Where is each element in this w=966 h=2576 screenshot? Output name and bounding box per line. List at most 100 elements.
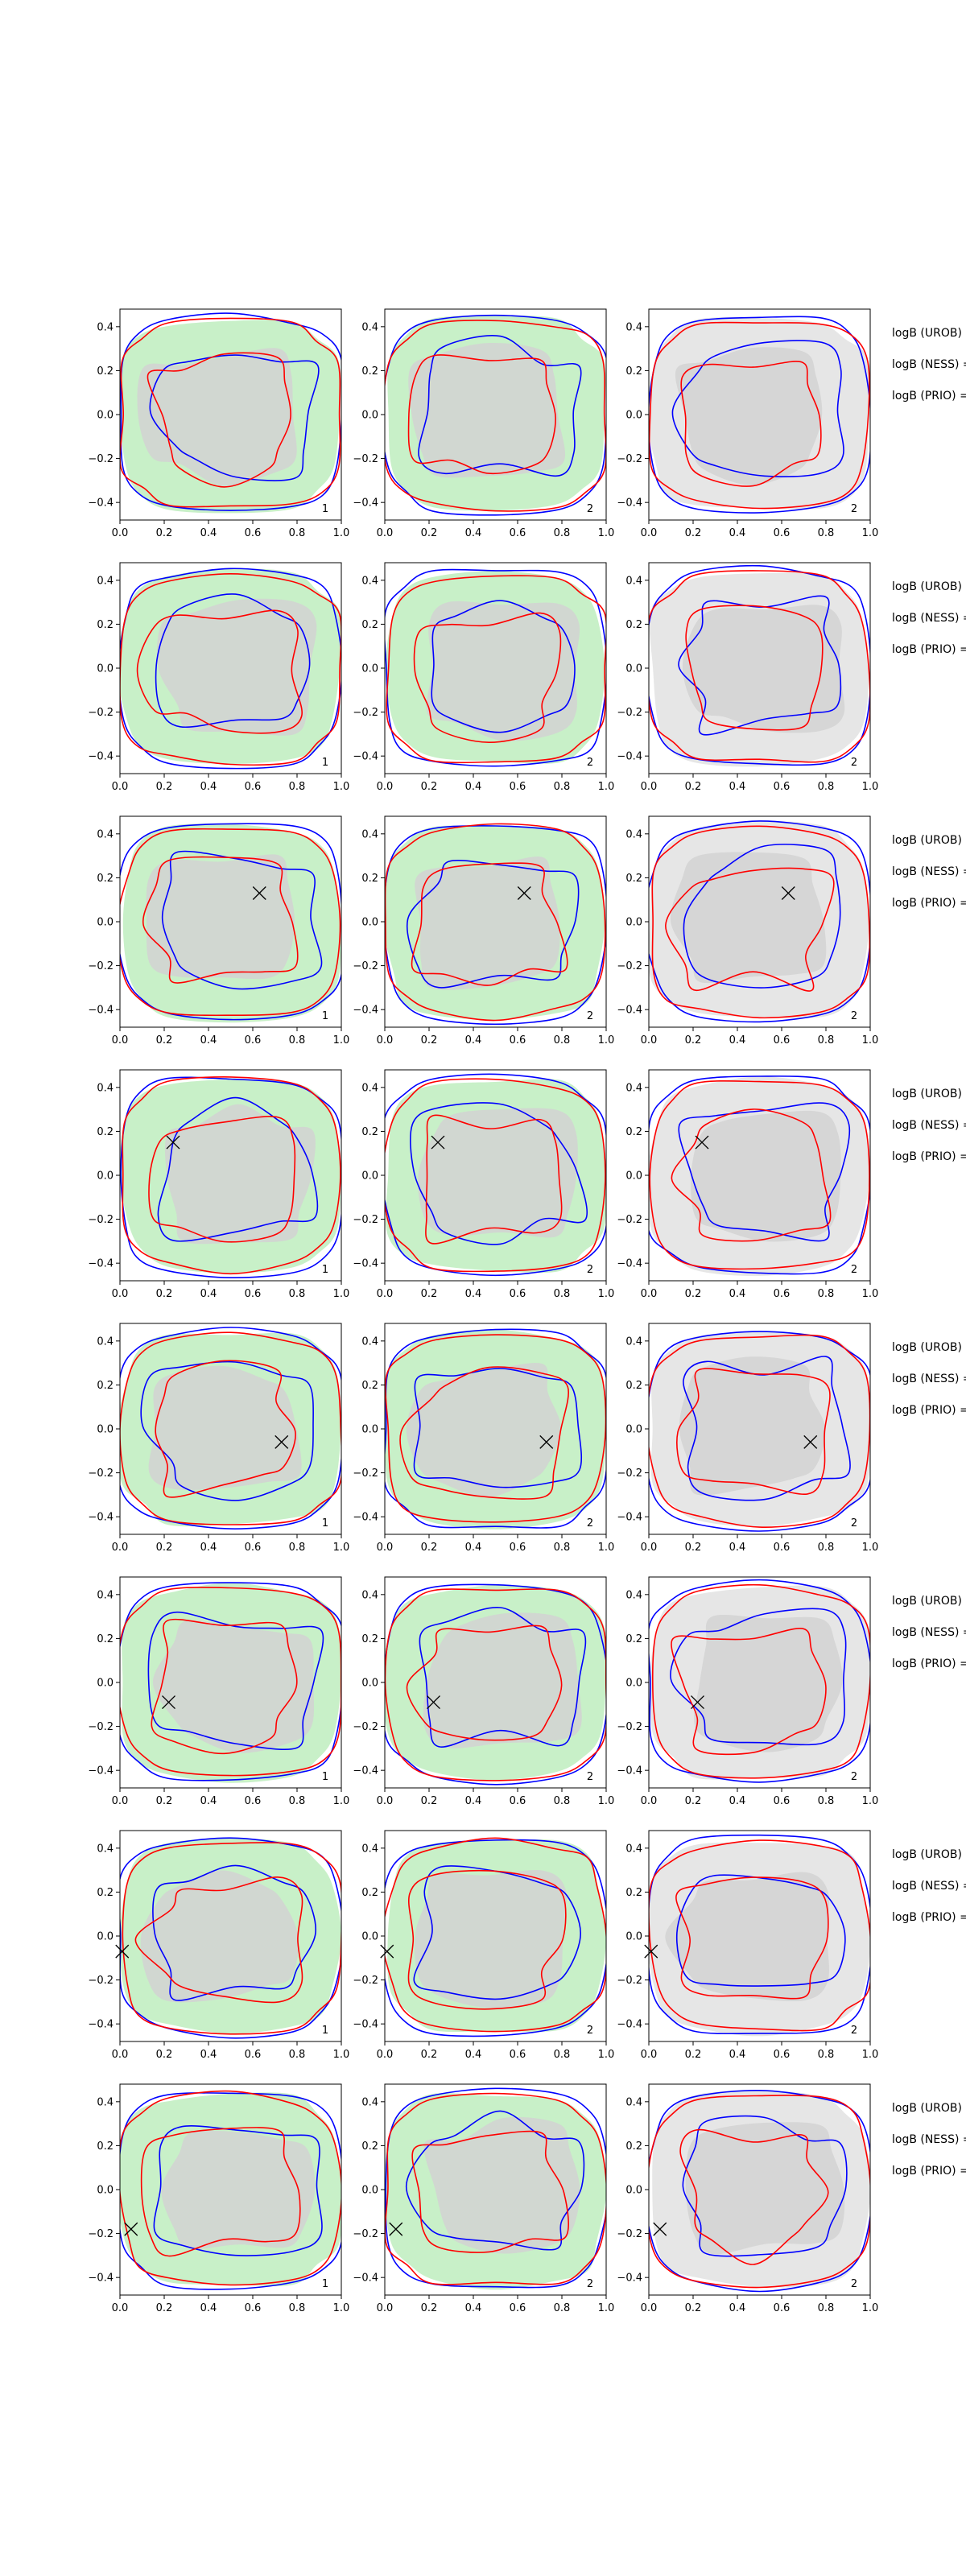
x-tick-label: 0.6 (510, 1542, 526, 1554)
inner-density-fill (691, 1110, 841, 1242)
panel-index-label: 2 (851, 2278, 857, 2290)
x-tick-label: 0.4 (729, 1795, 746, 1807)
red-inner-contour (675, 1876, 829, 2000)
logb-label: logB (NESS) = (892, 1880, 966, 1893)
x-tick-label: 0.8 (289, 2302, 306, 2314)
x-tick-label: 0.4 (465, 2302, 482, 2314)
blue-inner-contour (431, 600, 576, 733)
red-inner-contour (671, 1628, 827, 1756)
x-tick-label: 1.0 (862, 2302, 879, 2314)
panel-r2-c2: 0.0 0.2 0.4 0.6 0.8 1.0 0.4 0.2 0.0 −0.2 −0.4 2 (353, 562, 615, 793)
x-tick-label: 0.0 (112, 2302, 129, 2314)
y-tick-label: 0.0 (97, 410, 114, 422)
y-tick-label: −0.4 (617, 2019, 642, 2031)
y-tick-label: −0.4 (88, 2273, 114, 2285)
x-tick-label: 0.2 (156, 2302, 173, 2314)
red-outer-contour (120, 1331, 341, 1525)
red-outer-contour (385, 1334, 606, 1523)
inner-density-fill (665, 1872, 829, 2002)
y-tick-label: 0.0 (361, 1931, 378, 1943)
inner-density-fill (414, 1869, 568, 2008)
x-tick-label: 0.4 (465, 781, 482, 793)
marker-stroke (517, 886, 531, 900)
marker-stroke (644, 1944, 658, 1959)
y-tick-label: 0.0 (97, 1170, 114, 1183)
panel-r6-c3: 0.0 0.2 0.4 0.6 0.8 1.0 0.4 0.2 0.0 −0.2 −0.4 2 logB… (617, 1576, 966, 1807)
y-tick-label: 0.0 (361, 917, 378, 929)
red-outer-contour (649, 1334, 870, 1528)
red-inner-contour (671, 1108, 832, 1242)
x-tick-label: 0.2 (156, 781, 173, 793)
y-tick-label: 0.0 (97, 2185, 114, 2197)
marker-stroke (115, 1944, 130, 1959)
panel-index-label: 1 (322, 503, 328, 515)
panel-r8-c2: 0.0 0.2 0.4 0.6 0.8 1.0 0.4 0.2 0.0 −0.2 −0.4 2 (353, 2083, 614, 2314)
logb-label: logB (NESS) = (892, 612, 966, 625)
logb-label: logB (UROB) = (892, 1595, 966, 1608)
red-inner-contour (665, 867, 835, 992)
y-tick-label: −0.4 (617, 1258, 642, 1270)
x-tick-label: 1.0 (598, 2049, 615, 2061)
y-tick-label: 0.2 (361, 873, 378, 885)
y-tick-label: −0.4 (617, 497, 642, 510)
y-tick-label: 0.4 (625, 1082, 642, 1094)
red-outer-contour (651, 825, 870, 1019)
marker-stroke (539, 1435, 554, 1449)
x-tick-label: 0.6 (774, 2302, 791, 2314)
panel-index-label: 2 (587, 2278, 593, 2290)
y-tick-label: 0.4 (625, 1843, 642, 1855)
y-tick-label: −0.2 (88, 960, 114, 972)
panel-index-label: 2 (851, 757, 857, 769)
y-tick-label: 0.2 (97, 1380, 114, 1392)
red-inner-contour (148, 1116, 296, 1243)
x-tick-label: 1.0 (598, 781, 615, 793)
red-outer-contour (385, 320, 606, 512)
y-tick-label: −0.2 (617, 1721, 642, 1733)
red-inner-contour (425, 1114, 563, 1245)
panel-index-label: 2 (587, 1010, 593, 1022)
y-tick-label: −0.2 (617, 960, 642, 972)
panel-index-label: 2 (587, 2025, 593, 2037)
x-tick-label: 0.0 (377, 2302, 394, 2314)
y-tick-label: 0.2 (625, 2140, 642, 2153)
marker-stroke (427, 1695, 440, 1710)
blue-outer-contour (120, 1327, 341, 1530)
y-tick-label: 0.0 (97, 1424, 114, 1436)
x-tick-label: 0.4 (729, 2302, 746, 2314)
true-value-marker (389, 2222, 403, 2236)
x-tick-label: 0.6 (774, 1542, 791, 1554)
y-tick-label: −0.4 (353, 751, 378, 763)
x-tick-label: 0.2 (156, 1288, 173, 1300)
y-tick-label: 0.0 (625, 1424, 642, 1436)
true-value-marker (695, 1135, 709, 1150)
x-tick-label: 0.8 (289, 1034, 306, 1046)
panel-plot-area (120, 1327, 341, 1530)
red-outer-contour (385, 1837, 606, 2033)
true-value-marker (115, 1944, 130, 1959)
panel-r4-c3: 0.0 0.2 0.4 0.6 0.8 1.0 0.4 0.2 0.0 −0.2 −0.4 2 logB… (617, 1069, 966, 1300)
y-tick-label: 0.2 (625, 1126, 642, 1138)
y-tick-label: 0.2 (97, 365, 114, 378)
y-tick-label: 0.2 (625, 619, 642, 631)
inner-density-fill (137, 348, 297, 486)
x-tick-label: 0.6 (510, 2049, 526, 2061)
x-tick-label: 0.0 (377, 1288, 394, 1300)
panel-plot-area (385, 1837, 606, 2037)
red-inner-contour (399, 1366, 569, 1500)
true-value-marker (803, 1435, 818, 1449)
inner-density-fill (694, 1615, 843, 1752)
y-tick-label: −0.4 (353, 2273, 378, 2285)
panel-r4-c2: 0.0 0.2 0.4 0.6 0.8 1.0 0.4 0.2 0.0 −0.2 −0.4 2 (353, 1069, 614, 1300)
marker-stroke (252, 886, 266, 900)
red-outer-contour (120, 828, 341, 1017)
panel-index-label: 2 (587, 1771, 593, 1783)
y-tick-label: 0.4 (625, 1335, 642, 1348)
blue-outer-contour (649, 316, 870, 514)
x-tick-label: 0.2 (421, 781, 438, 793)
panel-plot-area (649, 564, 870, 767)
logb-label: logB (NESS) = (892, 1119, 966, 1132)
x-tick-label: 0.2 (685, 1795, 702, 1807)
x-tick-label: 0.6 (510, 781, 526, 793)
y-tick-label: 0.4 (361, 1335, 378, 1348)
panel-r5-c1: 0.0 0.2 0.4 0.6 0.8 1.0 0.4 0.2 0.0 −0.2 −0.4 1 (88, 1323, 349, 1554)
